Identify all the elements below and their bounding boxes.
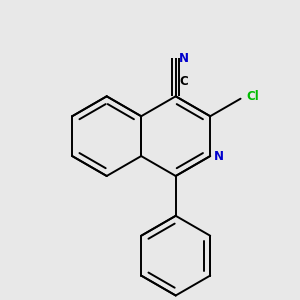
Text: N: N: [214, 150, 224, 163]
Text: Cl: Cl: [247, 91, 260, 103]
Text: C: C: [180, 75, 189, 88]
Text: N: N: [178, 52, 188, 65]
